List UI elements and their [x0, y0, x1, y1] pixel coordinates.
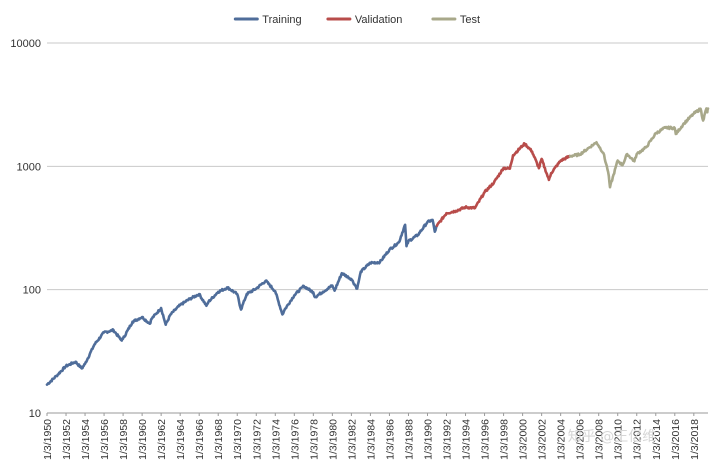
x-tick-label: 1/3/1978	[308, 419, 320, 460]
x-tick-label: 1/3/1972	[251, 419, 263, 460]
x-tick-label: 1/3/2012	[632, 419, 644, 460]
legend: Training Validation Test	[233, 14, 480, 26]
x-tick-label: 1/3/1976	[289, 419, 301, 460]
x-tick-label: 1/3/1998	[499, 419, 511, 460]
y-tick-label: 10000	[10, 38, 41, 50]
legend-label-training: Training	[262, 14, 301, 26]
x-tick-label: 1/3/1992	[442, 419, 454, 460]
series-line-test	[568, 107, 710, 189]
gridlines	[47, 42, 708, 414]
series-lines	[45, 107, 710, 386]
x-tick-label: 1/3/1994	[461, 419, 473, 460]
x-tick-label: 1/3/2014	[651, 419, 663, 460]
x-tick-label: 1/3/2004	[556, 419, 568, 460]
y-axis-ticks: 10 100 1000 10000	[10, 38, 41, 420]
x-tick-label: 1/3/1964	[175, 419, 187, 460]
x-tick-label: 1/3/1982	[346, 419, 358, 460]
series-line-training	[45, 218, 439, 386]
x-tick-label: 1/3/2016	[670, 419, 682, 460]
y-tick-label: 100	[23, 285, 41, 297]
x-tick-label: 1/3/1956	[99, 419, 111, 460]
x-tick-label: 1/3/1984	[365, 419, 377, 460]
x-tick-label: 1/3/2018	[689, 419, 701, 460]
x-tick-label: 1/3/1954	[80, 419, 92, 460]
x-tick-label: 1/3/1950	[42, 419, 54, 460]
series-line-validation	[435, 142, 572, 227]
x-tick-label: 1/3/2010	[613, 419, 625, 460]
x-tick-label: 1/3/1966	[194, 419, 206, 460]
x-tick-label: 1/3/1980	[327, 419, 339, 460]
x-tick-label: 1/3/2008	[594, 419, 606, 460]
x-tick-label: 1/3/1968	[213, 419, 225, 460]
x-tick-label: 1/3/1990	[422, 419, 434, 460]
y-tick-label: 10	[29, 408, 41, 420]
x-tick-label: 1/3/2006	[575, 419, 587, 460]
x-tick-label: 1/3/2002	[537, 419, 549, 460]
x-tick-label: 1/3/1958	[118, 419, 130, 460]
x-axis-ticks: 1/3/1950 1/3/1952 1/3/1954 1/3/1956 1/3/1958…	[42, 413, 701, 460]
x-tick-label: 1/3/1986	[384, 419, 396, 460]
x-tick-label: 1/3/2000	[518, 419, 530, 460]
legend-label-validation: Validation	[355, 14, 403, 26]
x-tick-label: 1/3/1996	[480, 419, 492, 460]
x-tick-label: 1/3/1952	[61, 419, 73, 460]
x-tick-label: 1/3/1988	[403, 419, 415, 460]
x-tick-label: 1/3/1962	[156, 419, 168, 460]
legend-label-test: Test	[460, 14, 480, 26]
x-tick-label: 1/3/1960	[137, 419, 149, 460]
y-tick-label: 1000	[17, 161, 41, 173]
x-tick-label: 1/3/1970	[232, 419, 244, 460]
x-tick-label: 1/3/1974	[270, 419, 282, 460]
watermark: 知乎 @王亿维	[568, 428, 656, 445]
